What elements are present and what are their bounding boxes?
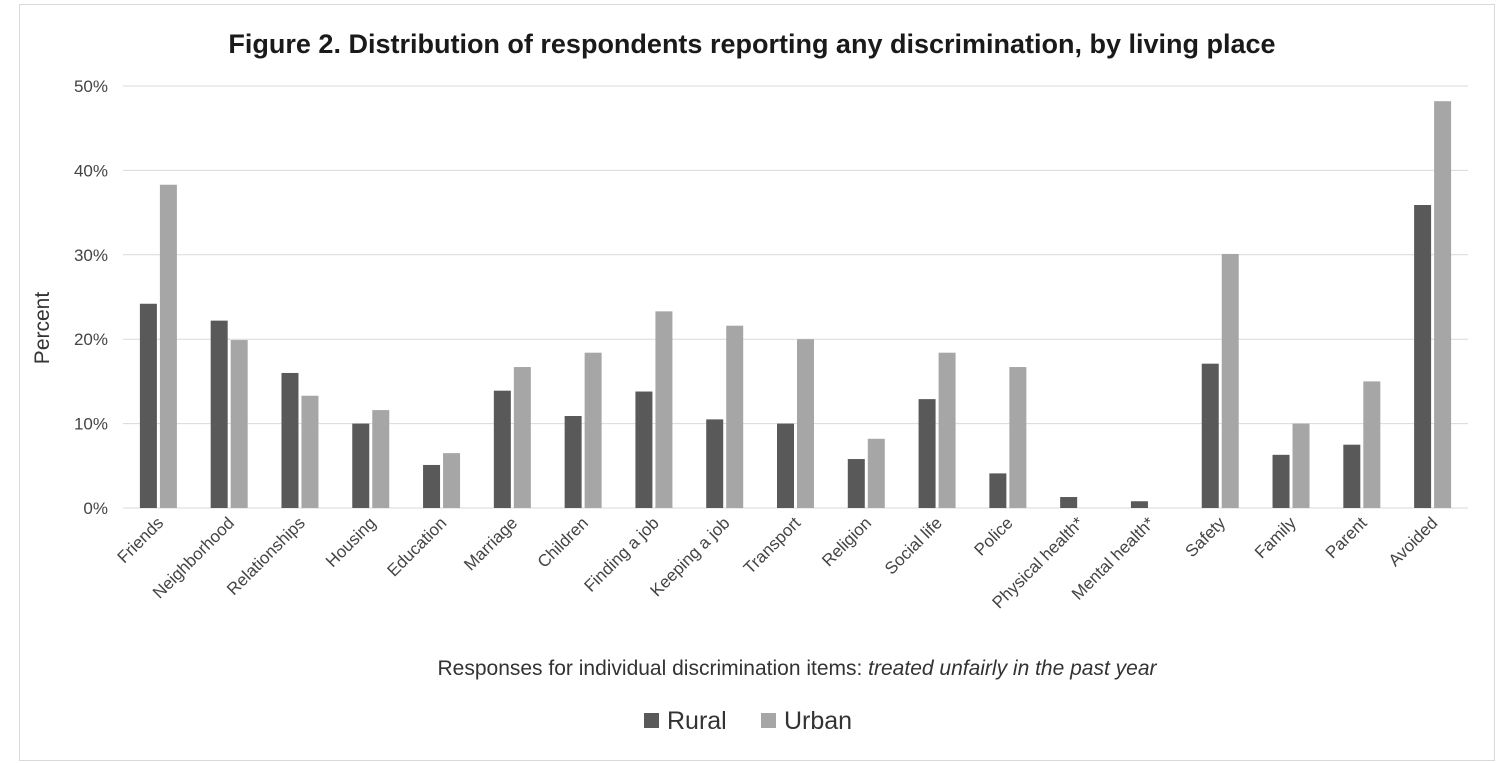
y-tick-label: 40% — [74, 161, 108, 180]
gridlines — [123, 85, 1468, 509]
x-tick-label: Education — [383, 513, 450, 580]
x-tick-label: Transport — [740, 513, 805, 578]
bar-urban — [867, 438, 885, 508]
bar-rural — [1272, 454, 1290, 508]
x-tick-label: Safety — [1182, 513, 1230, 561]
y-axis-ticks: 0% 10% 20% 30% 40% 50% — [74, 77, 108, 518]
x-axis-title-plain: Responses for individual discrimination … — [437, 657, 868, 680]
y-tick-label: 20% — [74, 330, 108, 349]
legend-label-rural: Rural — [667, 707, 727, 735]
bar-rural — [918, 399, 936, 508]
bar-rural — [777, 423, 794, 508]
x-axis-title-italic: treated unfairly in the past year — [868, 657, 1157, 680]
bar-rural — [847, 459, 865, 508]
y-axis-title: Percent — [31, 292, 54, 365]
legend-swatch-urban — [761, 713, 776, 728]
bar-rural — [989, 473, 1007, 508]
bar-urban — [443, 453, 461, 508]
x-tick-label: Parent — [1322, 513, 1371, 562]
legend-swatch-rural — [644, 713, 659, 728]
bar-urban — [372, 410, 390, 508]
bar-urban — [938, 352, 956, 508]
x-tick-label: Marriage — [460, 513, 521, 574]
bar-rural — [493, 390, 511, 508]
bar-urban — [1434, 101, 1452, 508]
bar-urban — [301, 395, 319, 508]
y-tick-label: 30% — [74, 246, 108, 265]
legend: Rural Urban — [644, 707, 852, 735]
chart-title: Figure 2. Distribution of respondents re… — [228, 29, 1275, 59]
bar-urban — [797, 339, 814, 508]
bar-rural — [423, 464, 441, 508]
x-tick-label: Social life — [881, 513, 946, 578]
bar-urban — [159, 184, 177, 509]
bar-urban — [1363, 381, 1381, 508]
bar-rural — [1130, 501, 1148, 508]
bar-rural — [1414, 205, 1432, 508]
x-tick-label: Avoided — [1385, 513, 1442, 570]
bar-urban — [1009, 367, 1027, 508]
bar-rural — [1060, 497, 1078, 508]
chart-frame — [19, 4, 1495, 761]
x-axis-title: Responses for individual discrimination … — [437, 657, 1157, 680]
bar-urban — [1292, 423, 1310, 508]
bar-urban — [655, 311, 673, 508]
y-tick-label: 50% — [74, 77, 108, 96]
x-tick-label: Children — [534, 513, 592, 571]
bar-rural — [210, 320, 228, 508]
bar-rural — [1343, 444, 1361, 508]
bar-urban — [726, 325, 744, 508]
y-tick-label: 10% — [74, 415, 108, 434]
x-tick-label: Housing — [322, 513, 380, 571]
bar-urban — [230, 340, 248, 508]
bar-rural — [635, 391, 653, 508]
legend-label-urban: Urban — [784, 707, 852, 735]
bar-rural — [352, 423, 370, 508]
bar-urban — [1221, 253, 1239, 508]
x-tick-label: Family — [1251, 513, 1300, 562]
bars — [139, 101, 1452, 509]
bar-rural — [706, 419, 724, 508]
bar-rural — [564, 416, 582, 508]
bar-urban — [513, 367, 531, 508]
x-tick-label: Police — [971, 513, 1017, 559]
bar-rural — [281, 372, 299, 508]
x-tick-label: Religion — [818, 513, 875, 570]
bar-rural — [1201, 363, 1219, 508]
x-tick-label: Friends — [114, 513, 168, 567]
y-tick-label: 0% — [83, 499, 108, 518]
bar-rural — [139, 303, 157, 508]
bar-urban — [584, 352, 602, 508]
